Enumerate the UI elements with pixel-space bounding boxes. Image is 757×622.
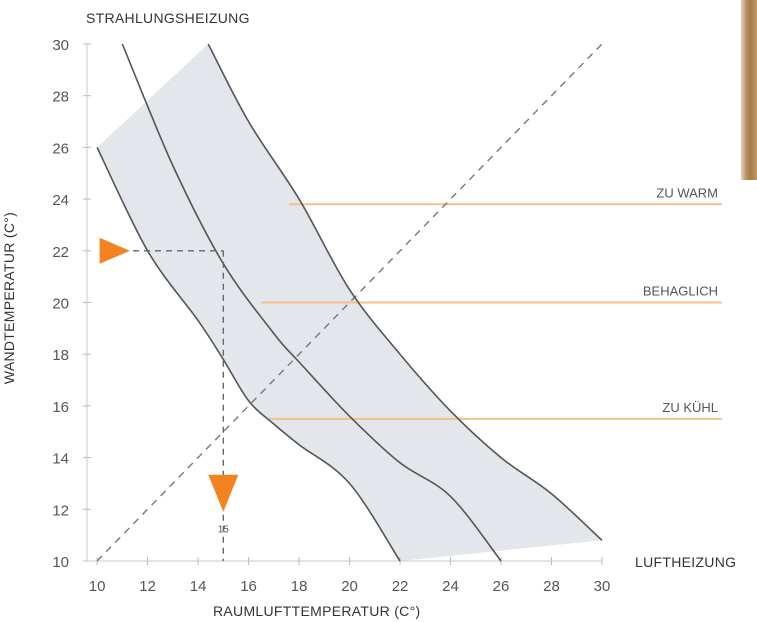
x-tick-label: 24	[442, 578, 459, 595]
x-tick-label: 28	[543, 578, 560, 595]
x-tick-label: 18	[291, 578, 308, 595]
x-tick-label: 12	[139, 578, 156, 595]
example-marker-label: 15	[218, 525, 230, 536]
level-label: BEHAGLICH	[643, 284, 718, 299]
x-tick-label: 16	[240, 578, 257, 595]
x-tick-label: 10	[89, 578, 106, 595]
y-tick-label: 16	[52, 399, 69, 416]
y-tick-label: 10	[52, 554, 69, 571]
x-tick-label: 14	[190, 578, 207, 595]
x-tick-label: 26	[493, 578, 510, 595]
diagonal-reference-line	[96, 43, 603, 562]
tick-labels: 10 12 14 16 18 20 22 24 26 28 30 10 12 14 16 18 20 22 24 26…	[52, 37, 610, 595]
corner-label: LUFTHEIZUNG	[635, 554, 737, 570]
y-tick-label: 22	[52, 244, 69, 261]
down-arrow-marker-icon	[208, 474, 239, 512]
comfort-curve	[96, 147, 401, 562]
y-tick-label: 20	[52, 296, 69, 313]
x-tick-label: 30	[594, 578, 611, 595]
y-tick-label: 24	[52, 192, 69, 209]
y-axis-label: WANDTEMPERATUR (C°)	[1, 211, 17, 385]
y-tick-label: 14	[52, 451, 69, 468]
level-label: ZU KÜHL	[662, 400, 718, 415]
x-axis-label: RAUMLUFTTEMPERATUR (C°)	[213, 603, 421, 619]
photo-edge	[741, 0, 757, 180]
y-tick-label: 12	[52, 502, 69, 519]
comfort-curves	[96, 43, 603, 562]
right-arrow-marker-icon	[99, 237, 130, 264]
comfort-curve	[207, 43, 603, 541]
level-label: ZU WARM	[656, 185, 718, 200]
example-guide: 15	[99, 237, 239, 561]
comfort-level-lines: ZU WARM BEHAGLICH ZU KÜHL	[261, 185, 722, 420]
comfort-curve	[121, 43, 502, 562]
x-tick-label: 20	[341, 578, 358, 595]
y-tick-label: 26	[52, 140, 69, 157]
x-tick-label: 22	[392, 578, 409, 595]
chart-title: STRAHLUNGSHEIZUNG	[86, 10, 250, 26]
y-tick-label: 28	[52, 89, 69, 106]
y-tick-label: 18	[52, 347, 69, 364]
y-tick-label: 30	[52, 37, 69, 54]
